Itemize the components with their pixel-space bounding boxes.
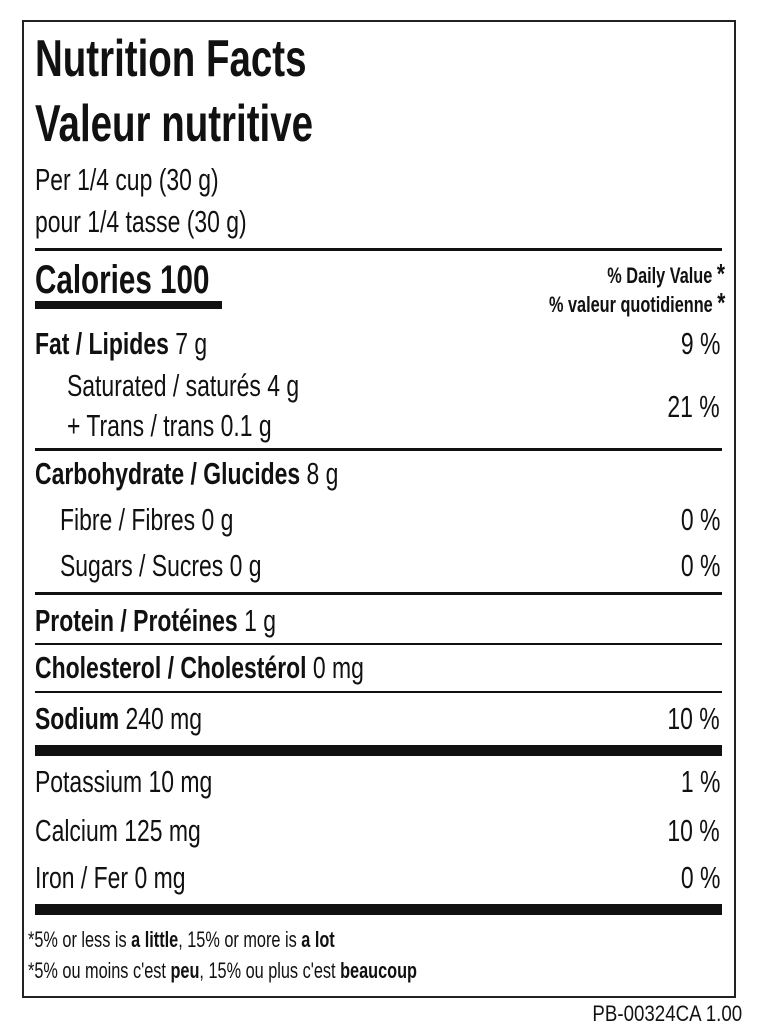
calories-bar xyxy=(35,301,222,309)
dv-header-en: % Daily Value * xyxy=(607,258,725,289)
thick-divider xyxy=(35,904,722,915)
dv-header-fr: % valeur quotidienne * xyxy=(548,287,725,318)
title-en: Nutrition Facts xyxy=(35,30,307,88)
calcium-row: Calcium 125 mg xyxy=(35,813,201,848)
cholesterol-row: Cholesterol / Cholestérol 0 mg xyxy=(35,650,364,685)
sodium-row: Sodium 240 mg xyxy=(35,701,203,736)
nutrition-label xyxy=(22,20,736,998)
divider xyxy=(35,448,722,451)
serving-fr: pour 1/4 tasse (30 g) xyxy=(35,204,247,239)
thick-divider xyxy=(35,745,722,756)
serving-en: Per 1/4 cup (30 g) xyxy=(35,162,219,197)
divider xyxy=(35,691,722,693)
saturated-row: Saturated / saturés 4 g xyxy=(67,368,300,403)
calories: Calories 100 xyxy=(35,258,210,302)
calcium-dv: 10 % xyxy=(667,813,720,848)
protein-row: Protein / Protéines 1 g xyxy=(35,603,276,638)
product-code: PB-00324CA 1.00 xyxy=(592,1001,742,1026)
iron-dv: 0 % xyxy=(680,860,720,895)
footnote-en: *5% or less is a little, 15% or more is … xyxy=(28,927,335,952)
divider xyxy=(35,643,722,645)
footnote-fr: *5% ou moins c'est peu, 15% ou plus c'es… xyxy=(28,958,417,983)
iron-row: Iron / Fer 0 mg xyxy=(35,860,186,895)
sat-trans-dv: 21 % xyxy=(667,389,720,424)
sugars-dv: 0 % xyxy=(680,548,720,583)
potassium-dv: 1 % xyxy=(680,764,720,799)
divider xyxy=(35,592,722,595)
carb-row: Carbohydrate / Glucides 8 g xyxy=(35,456,339,491)
title-fr: Valeur nutritive xyxy=(35,95,314,153)
fat-row: Fat / Lipides 7 g xyxy=(35,326,208,361)
sodium-dv: 10 % xyxy=(667,701,720,736)
fibre-dv: 0 % xyxy=(680,502,720,537)
sugars-row: Sugars / Sucres 0 g xyxy=(60,548,262,583)
divider xyxy=(35,248,722,251)
potassium-row: Potassium 10 mg xyxy=(35,764,213,799)
trans-row: + Trans / trans 0.1 g xyxy=(67,408,272,443)
fat-dv: 9 % xyxy=(680,326,720,361)
fibre-row: Fibre / Fibres 0 g xyxy=(60,502,234,537)
